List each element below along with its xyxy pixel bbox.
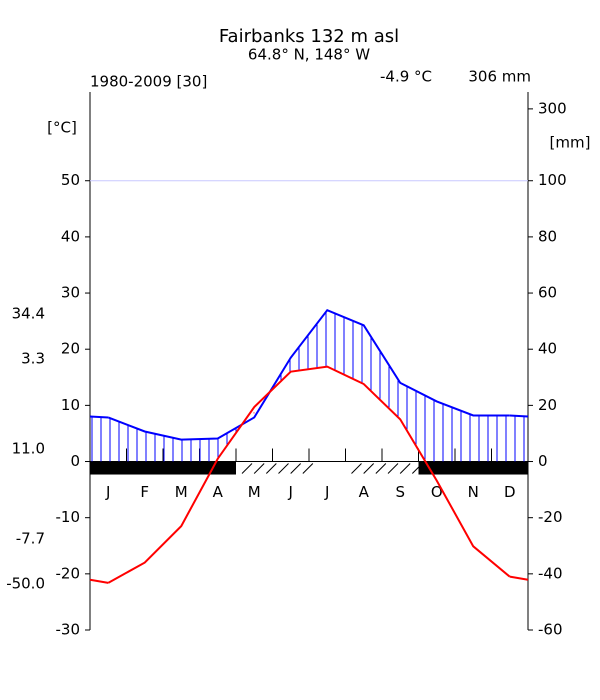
frost-hatch bbox=[387, 463, 399, 474]
x-tick-label: M bbox=[175, 483, 188, 501]
side-label: 11.0 bbox=[12, 440, 45, 458]
x-tick-label: F bbox=[140, 483, 149, 501]
series-line bbox=[107, 365, 511, 584]
frost-hatch bbox=[302, 463, 314, 474]
frost-hatch bbox=[265, 463, 277, 474]
y-tick-label: -10 bbox=[56, 508, 81, 526]
frost-probable bbox=[278, 463, 314, 474]
x-tick-label: O bbox=[431, 483, 443, 501]
x-tick-label: J bbox=[324, 483, 329, 501]
y2-tick-label: 300 bbox=[538, 99, 567, 117]
mean-temperature: -4.9 °C bbox=[380, 68, 432, 86]
chart-title: Fairbanks 132 m asl bbox=[219, 26, 399, 47]
y-tick-label: 30 bbox=[61, 284, 80, 302]
frost-probable bbox=[387, 463, 423, 474]
frost-hatch bbox=[278, 463, 289, 474]
series-edge bbox=[89, 415, 109, 419]
frost-certain bbox=[491, 461, 528, 475]
x-tick-label: D bbox=[504, 483, 516, 501]
y-tick-label: 50 bbox=[61, 171, 80, 189]
frost-certain bbox=[90, 461, 127, 475]
x-tick-label: N bbox=[468, 483, 479, 501]
y2-axis-label: [mm] bbox=[550, 134, 591, 152]
y2-tick-label: 20 bbox=[538, 396, 557, 414]
y-tick-label: 40 bbox=[61, 227, 80, 245]
y2-tick-label: -60 bbox=[538, 621, 563, 639]
y2-tick-label: 60 bbox=[538, 284, 557, 302]
x-tick-label: J bbox=[105, 483, 110, 501]
frost-probable bbox=[241, 463, 277, 474]
side-label: 3.3 bbox=[21, 350, 45, 368]
frost-certain bbox=[126, 461, 163, 475]
x-tick-label: A bbox=[213, 483, 224, 501]
y-tick-label: 20 bbox=[61, 340, 80, 358]
frost-hatch bbox=[351, 463, 362, 474]
chart-subtitle: 64.8° N, 148° W bbox=[248, 46, 370, 64]
side-label: 34.4 bbox=[12, 305, 45, 323]
side-label: -7.7 bbox=[16, 530, 45, 548]
period-label: 1980-2009 [30] bbox=[90, 73, 207, 91]
frost-hatch bbox=[241, 463, 253, 474]
x-tick-label: M bbox=[248, 483, 261, 501]
y2-tick-label: 80 bbox=[538, 227, 557, 245]
frost-hatch bbox=[290, 463, 302, 474]
series-line bbox=[107, 308, 510, 441]
y-tick-label: -30 bbox=[56, 621, 81, 639]
y-tick-label: 0 bbox=[70, 452, 80, 470]
frost-hatch bbox=[253, 463, 265, 474]
x-tick-label: S bbox=[395, 483, 405, 501]
y2-tick-label: -20 bbox=[538, 508, 563, 526]
y-tick-label: 10 bbox=[61, 396, 80, 414]
y2-tick-label: -40 bbox=[538, 564, 563, 582]
frost-certain bbox=[163, 461, 200, 475]
x-tick-label: A bbox=[359, 483, 370, 501]
frost-probable bbox=[351, 463, 387, 474]
y2-tick-label: 100 bbox=[538, 171, 567, 189]
annual-precipitation: 306 mm bbox=[468, 68, 531, 86]
frost-certain bbox=[455, 461, 492, 475]
y-tick-label: -20 bbox=[56, 564, 81, 582]
x-tick-label: J bbox=[288, 483, 293, 501]
frost-hatch bbox=[399, 463, 411, 474]
y-axis-label: [°C] bbox=[47, 119, 77, 137]
frost-certain bbox=[418, 461, 455, 475]
series-edge bbox=[509, 575, 529, 581]
frost-hatch bbox=[363, 463, 375, 474]
series-edge bbox=[89, 578, 109, 584]
y2-tick-label: 40 bbox=[538, 340, 557, 358]
y2-tick-label: 0 bbox=[538, 452, 548, 470]
side-label: -50.0 bbox=[6, 575, 45, 593]
frost-certain bbox=[199, 461, 236, 475]
frost-hatch bbox=[375, 463, 387, 474]
series-edge bbox=[509, 414, 529, 418]
